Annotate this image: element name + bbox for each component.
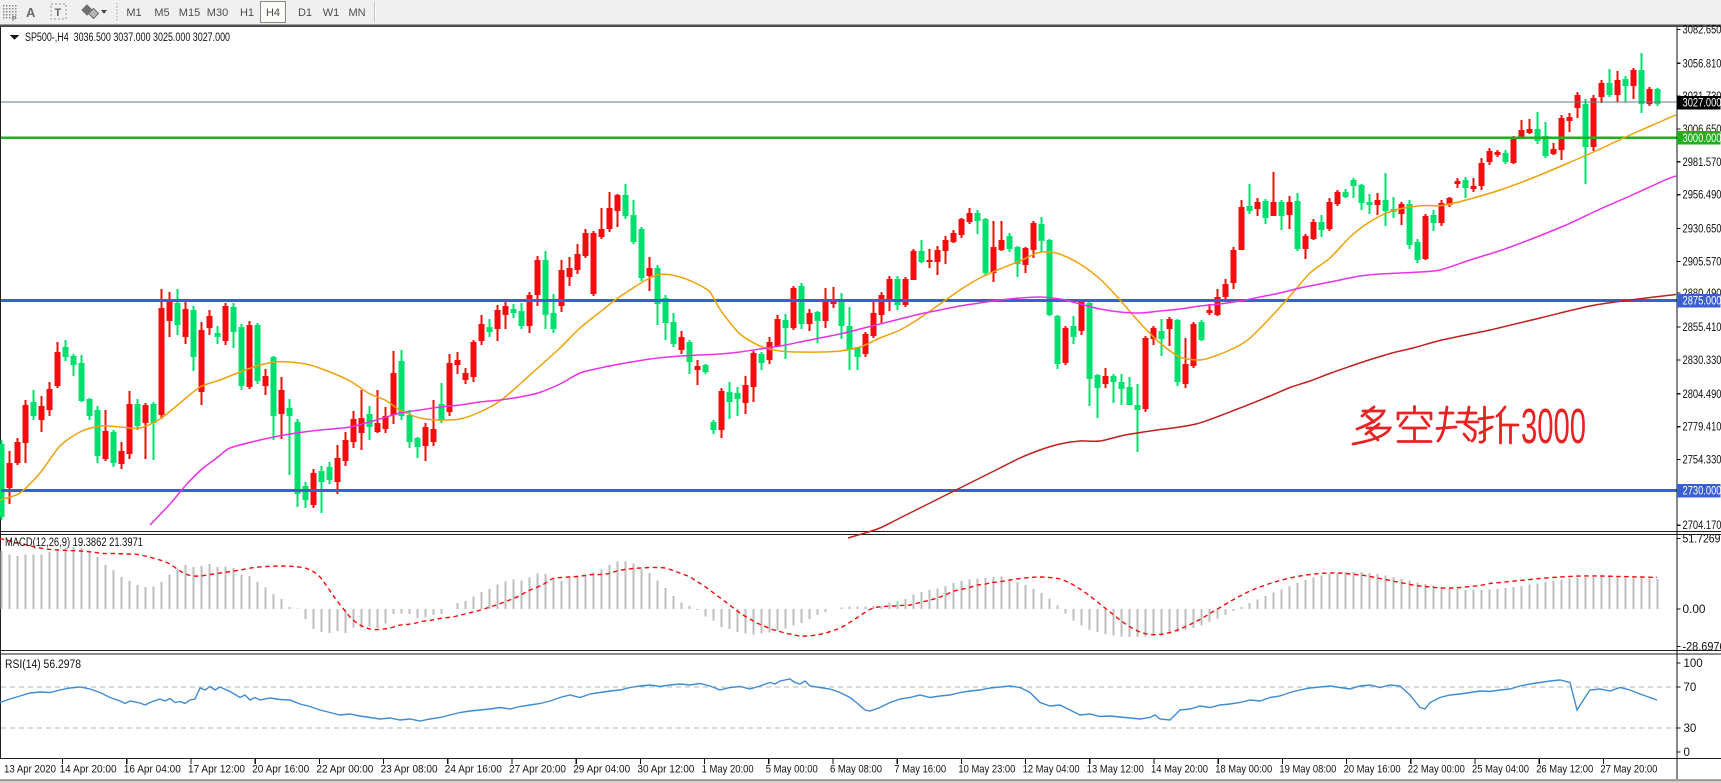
svg-text:H1: H1	[240, 7, 254, 19]
svg-text:5 May 00:00: 5 May 00:00	[766, 764, 818, 776]
svg-text:0.00: 0.00	[1683, 604, 1706, 616]
svg-text:2956.490: 2956.490	[1683, 190, 1721, 202]
svg-text:14 May 20:00: 14 May 20:00	[1151, 764, 1208, 776]
svg-text:3000.000: 3000.000	[1683, 133, 1721, 145]
svg-text:M30: M30	[207, 7, 228, 19]
svg-text:26 May 12:00: 26 May 12:00	[1536, 764, 1593, 776]
svg-text:24 Apr 16:00: 24 Apr 16:00	[445, 764, 502, 776]
svg-text:T: T	[55, 7, 62, 19]
svg-text:23 Apr 08:00: 23 Apr 08:00	[381, 764, 438, 776]
svg-text:27 May 20:00: 27 May 20:00	[1600, 764, 1657, 776]
svg-text:RSI(14) 56.2978: RSI(14) 56.2978	[5, 659, 81, 671]
svg-text:70: 70	[1684, 682, 1697, 694]
svg-text:17 Apr 12:00: 17 Apr 12:00	[188, 764, 245, 776]
svg-text:3000: 3000	[1521, 400, 1586, 454]
svg-text:22 Apr 00:00: 22 Apr 00:00	[316, 764, 373, 776]
svg-text:20 May 16:00: 20 May 16:00	[1344, 764, 1401, 776]
svg-text:2875.000: 2875.000	[1683, 296, 1721, 308]
svg-text:2930.650: 2930.650	[1683, 224, 1721, 236]
svg-text:19 May 08:00: 19 May 08:00	[1279, 764, 1336, 776]
svg-text:F: F	[12, 16, 16, 23]
svg-text:2730.000: 2730.000	[1683, 486, 1721, 498]
svg-text:SP500-,H4 3036.500 3037.000 3: SP500-,H4 3036.500 3037.000 3025.000 302…	[25, 32, 230, 44]
svg-text:H4: H4	[266, 7, 280, 19]
svg-text:MN: MN	[348, 7, 365, 19]
svg-text:1 May 20:00: 1 May 20:00	[702, 764, 754, 776]
svg-text:18 May 00:00: 18 May 00:00	[1215, 764, 1272, 776]
svg-text:2855.410: 2855.410	[1683, 322, 1721, 334]
svg-text:2704.170: 2704.170	[1683, 520, 1721, 532]
svg-text:M5: M5	[154, 7, 169, 19]
svg-text:2905.570: 2905.570	[1683, 256, 1721, 268]
svg-text:13 Apr 2020: 13 Apr 2020	[4, 764, 56, 776]
svg-text:3027.000: 3027.000	[1683, 98, 1721, 110]
svg-text:M1: M1	[126, 7, 141, 19]
svg-text:0: 0	[1684, 747, 1690, 759]
svg-text:2804.490: 2804.490	[1683, 389, 1721, 401]
svg-text:10 May 23:00: 10 May 23:00	[958, 764, 1015, 776]
svg-text:M15: M15	[179, 7, 200, 19]
svg-text:A: A	[26, 5, 36, 20]
svg-text:100: 100	[1684, 658, 1703, 670]
svg-text:2779.410: 2779.410	[1683, 422, 1721, 434]
svg-text:27 Apr 20:00: 27 Apr 20:00	[509, 764, 566, 776]
svg-text:51.7269: 51.7269	[1683, 534, 1721, 546]
svg-text:12 May 04:00: 12 May 04:00	[1023, 764, 1080, 776]
svg-text:14 Apr 20:00: 14 Apr 20:00	[60, 764, 117, 776]
svg-text:W1: W1	[323, 7, 340, 19]
svg-text:22 May 00:00: 22 May 00:00	[1408, 764, 1465, 776]
svg-text:30 Apr 12:00: 30 Apr 12:00	[637, 764, 694, 776]
svg-text:30: 30	[1684, 723, 1697, 735]
svg-text:3056.810: 3056.810	[1683, 58, 1721, 70]
svg-text:-28.6976: -28.6976	[1683, 642, 1721, 654]
svg-text:2754.330: 2754.330	[1683, 455, 1721, 467]
svg-text:2830.330: 2830.330	[1683, 355, 1721, 367]
svg-text:29 Apr 04:00: 29 Apr 04:00	[573, 764, 630, 776]
svg-text:7 May 16:00: 7 May 16:00	[894, 764, 946, 776]
svg-text:3082.650: 3082.650	[1683, 24, 1721, 36]
svg-text:6 May 08:00: 6 May 08:00	[830, 764, 882, 776]
svg-text:MACD(12,26,9) 19.3862 21.3971: MACD(12,26,9) 19.3862 21.3971	[5, 537, 143, 549]
svg-text:20 Apr 16:00: 20 Apr 16:00	[252, 764, 309, 776]
svg-text:16 Apr 04:00: 16 Apr 04:00	[124, 764, 181, 776]
svg-text:2981.570: 2981.570	[1683, 157, 1721, 169]
svg-text:13 May 12:00: 13 May 12:00	[1087, 764, 1144, 776]
svg-text:25 May 04:00: 25 May 04:00	[1472, 764, 1529, 776]
svg-text:D1: D1	[298, 7, 312, 19]
